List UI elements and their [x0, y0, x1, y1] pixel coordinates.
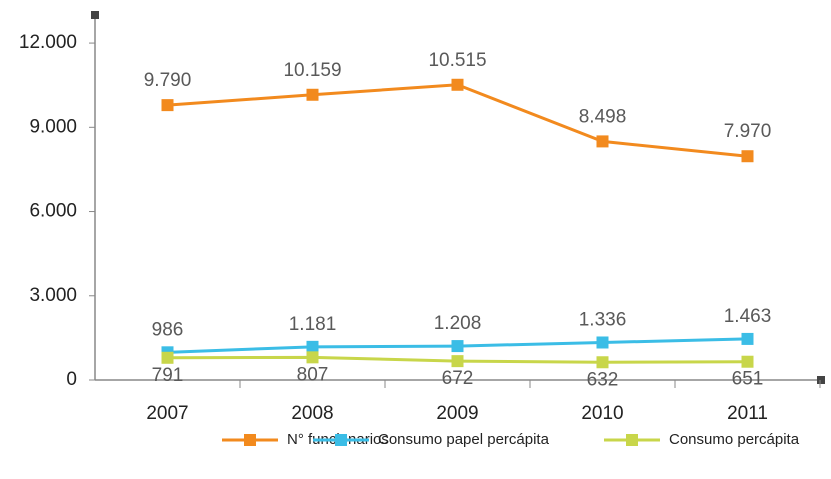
axis-end — [817, 376, 825, 384]
data-label: 632 — [587, 369, 619, 390]
y-tick-label: 0 — [66, 369, 77, 390]
data-label: 651 — [732, 369, 764, 390]
point — [451, 340, 464, 353]
legend-marker — [626, 434, 638, 446]
data-label: 791 — [152, 365, 184, 386]
point — [741, 150, 754, 163]
x-tick-label: 2007 — [146, 403, 188, 424]
point — [596, 336, 609, 349]
point — [596, 356, 609, 369]
point — [741, 332, 754, 345]
data-label: 807 — [297, 364, 329, 385]
series-line — [167, 83, 748, 158]
data-label: 1.181 — [289, 314, 337, 335]
data-label: 672 — [442, 368, 474, 389]
point — [451, 78, 464, 91]
y-tick-label: 9.000 — [29, 116, 77, 137]
point — [741, 355, 754, 368]
data-label: 1.336 — [579, 310, 627, 331]
legend-marker — [244, 434, 256, 446]
point — [306, 340, 319, 353]
data-label: 7.970 — [724, 121, 772, 142]
data-label: 8.498 — [579, 106, 627, 127]
x-tick-label: 2008 — [291, 403, 333, 424]
point — [161, 351, 174, 364]
y-tick-label: 12.000 — [19, 32, 77, 53]
legend-label: Consumo papel percápita — [378, 431, 550, 448]
point — [451, 355, 464, 368]
point — [596, 135, 609, 148]
data-label: 1.463 — [724, 306, 772, 327]
x-tick-label: 2010 — [581, 403, 623, 424]
x-tick-label: 2011 — [727, 403, 768, 424]
data-label: 986 — [152, 319, 184, 340]
data-label: 10.515 — [428, 50, 486, 71]
data-label: 10.159 — [283, 60, 341, 81]
axis-end — [91, 11, 99, 19]
legend-marker — [335, 434, 347, 446]
legend-label: Consumo percápita — [669, 431, 800, 448]
point — [306, 351, 319, 364]
y-tick-label: 6.000 — [29, 201, 77, 222]
point — [306, 88, 319, 101]
data-label: 1.208 — [434, 313, 482, 334]
y-tick-label: 3.000 — [29, 285, 77, 306]
data-label: 9.790 — [144, 70, 192, 91]
x-tick-label: 2009 — [436, 403, 478, 424]
point — [161, 99, 174, 112]
